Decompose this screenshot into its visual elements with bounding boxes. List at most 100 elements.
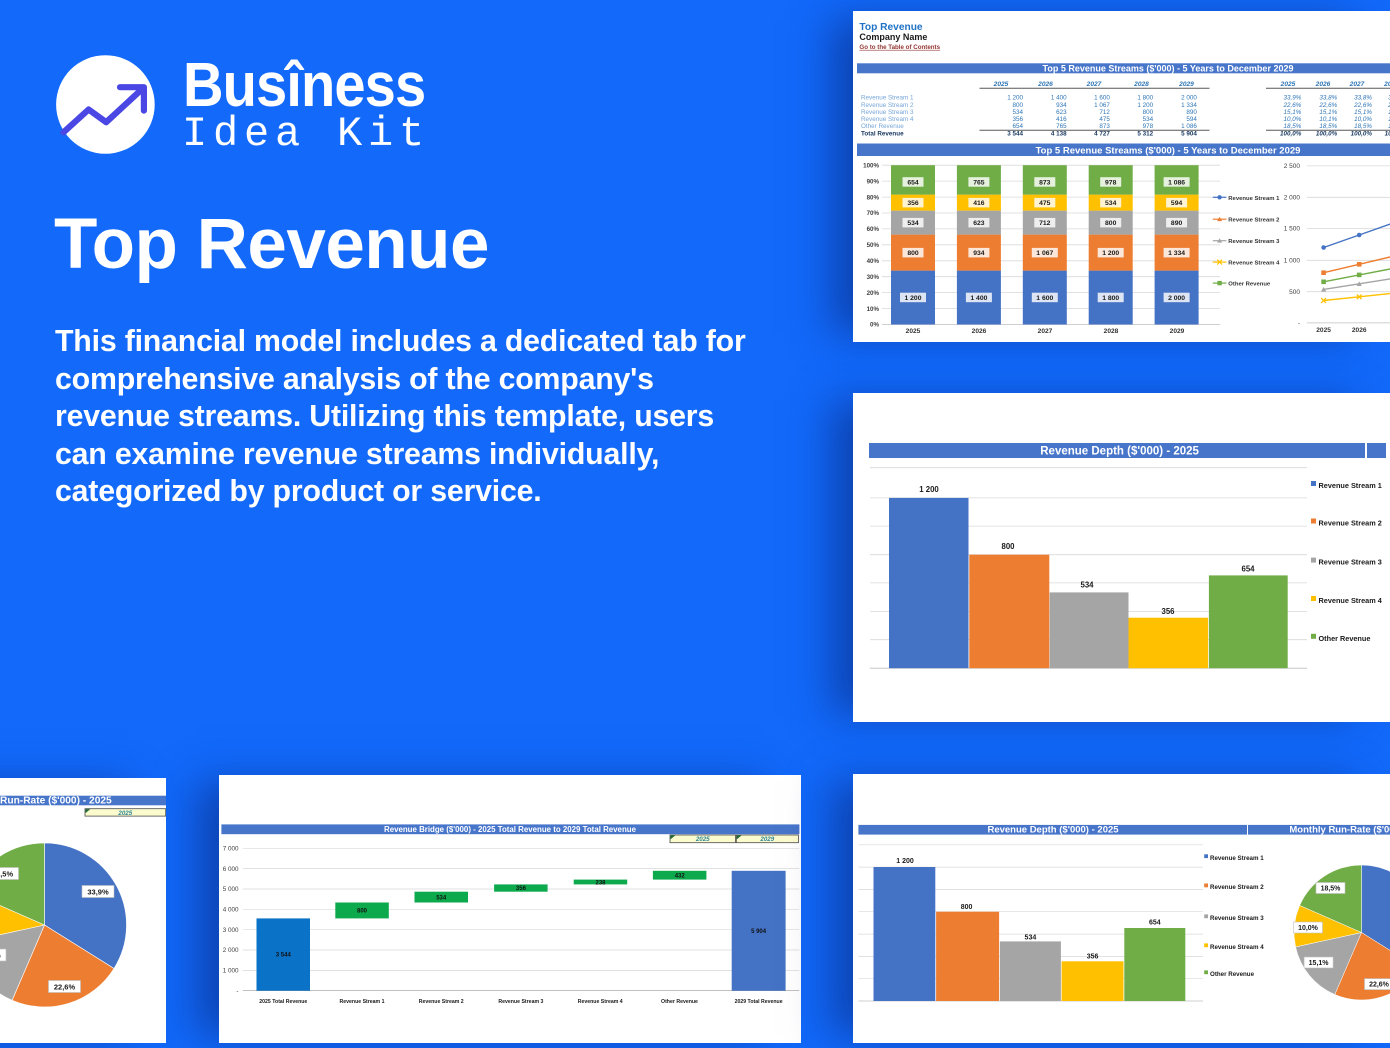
svg-text:2029: 2029 xyxy=(1178,81,1194,88)
svg-text:2027: 2027 xyxy=(1038,328,1053,335)
svg-text:654: 654 xyxy=(1241,565,1255,574)
svg-text:22,6%: 22,6% xyxy=(1353,102,1372,109)
svg-text:2025: 2025 xyxy=(117,810,132,817)
svg-text:Total Revenue: Total Revenue xyxy=(861,130,904,137)
svg-text:2029 Total Revenue: 2029 Total Revenue xyxy=(735,999,783,1005)
svg-text:2028: 2028 xyxy=(1133,81,1149,88)
svg-text:2 000: 2 000 xyxy=(1284,195,1301,202)
svg-text:2027: 2027 xyxy=(1349,81,1365,88)
svg-text:Run-Rate ($'000) - 2025: Run-Rate ($'000) - 2025 xyxy=(0,796,112,807)
svg-text:22,6%: 22,6% xyxy=(1369,982,1390,989)
svg-text:873: 873 xyxy=(1099,123,1110,130)
svg-text:Revenue Stream 4: Revenue Stream 4 xyxy=(861,116,914,123)
svg-text:1 086: 1 086 xyxy=(1181,123,1197,130)
svg-text:1 000: 1 000 xyxy=(1284,258,1301,265)
svg-text:356: 356 xyxy=(1161,607,1175,616)
svg-text:15,1%: 15,1% xyxy=(1309,960,1330,967)
svg-text:3 000: 3 000 xyxy=(223,927,239,934)
svg-text:22,6%: 22,6% xyxy=(54,983,76,992)
svg-text:594: 594 xyxy=(1186,116,1197,123)
svg-text:Revenue Stream 1: Revenue Stream 1 xyxy=(1210,855,1264,862)
svg-text:Revenue Stream 2: Revenue Stream 2 xyxy=(419,999,464,1005)
svg-text:Go to the Table of Contents: Go to the Table of Contents xyxy=(859,44,940,51)
svg-text:80%: 80% xyxy=(867,194,880,201)
svg-text:1 600: 1 600 xyxy=(1036,295,1053,302)
svg-text:800: 800 xyxy=(907,250,919,257)
svg-text:3 544: 3 544 xyxy=(276,953,292,959)
svg-text:800: 800 xyxy=(961,904,973,911)
svg-text:Revenue Stream 1: Revenue Stream 1 xyxy=(1228,196,1280,202)
svg-text:Revenue Stream 4: Revenue Stream 4 xyxy=(578,999,623,1005)
svg-text:2025: 2025 xyxy=(1316,327,1331,334)
svg-text:1 000: 1 000 xyxy=(223,968,239,975)
svg-text:15,1%: 15,1% xyxy=(1354,109,1372,116)
svg-text:2025: 2025 xyxy=(993,81,1009,88)
svg-text:1 400: 1 400 xyxy=(1051,95,1067,102)
svg-text:1 400: 1 400 xyxy=(970,295,987,302)
svg-text:70%: 70% xyxy=(867,210,880,217)
svg-text:0%: 0% xyxy=(870,322,879,329)
svg-text:1 334: 1 334 xyxy=(1168,250,1185,257)
svg-text:2026: 2026 xyxy=(1352,327,1367,334)
svg-text:712: 712 xyxy=(1099,109,1110,116)
svg-text:1 067: 1 067 xyxy=(1036,250,1053,257)
svg-text:978: 978 xyxy=(1143,123,1154,130)
svg-text:1 200: 1 200 xyxy=(896,858,914,865)
svg-text:356: 356 xyxy=(516,886,527,892)
svg-text:Other Revenue: Other Revenue xyxy=(661,999,698,1005)
svg-text:800: 800 xyxy=(1105,220,1117,227)
svg-text:2026: 2026 xyxy=(1315,81,1331,88)
svg-text:1 067: 1 067 xyxy=(1094,102,1110,109)
svg-text:Other Revenue: Other Revenue xyxy=(1319,634,1371,643)
svg-text:416: 416 xyxy=(1056,116,1067,123)
svg-text:100%: 100% xyxy=(863,162,879,169)
svg-text:Company Name: Company Name xyxy=(859,32,927,42)
svg-text:Revenue Stream 3: Revenue Stream 3 xyxy=(861,109,914,116)
svg-text:534: 534 xyxy=(907,220,919,227)
svg-text:Revenue Stream 3: Revenue Stream 3 xyxy=(498,999,543,1005)
svg-text:1 334: 1 334 xyxy=(1181,102,1197,109)
svg-text:2 000: 2 000 xyxy=(223,947,239,954)
svg-text:4 138: 4 138 xyxy=(1051,130,1067,137)
svg-text:Revenue Depth ($'000) - 2025: Revenue Depth ($'000) - 2025 xyxy=(1040,446,1199,458)
svg-text:800: 800 xyxy=(1143,109,1154,116)
svg-text:5 312: 5 312 xyxy=(1137,130,1153,137)
svg-text:33,8%: 33,8% xyxy=(1354,95,1372,102)
svg-text:2028: 2028 xyxy=(1104,328,1119,335)
svg-text:Revenue Stream 3: Revenue Stream 3 xyxy=(1228,239,1280,245)
svg-text:2028: 2028 xyxy=(1383,81,1390,88)
svg-text:2025: 2025 xyxy=(695,836,710,843)
svg-text:Revenue Stream 4: Revenue Stream 4 xyxy=(1319,596,1383,605)
svg-text:Revenue Stream 1: Revenue Stream 1 xyxy=(1319,481,1382,490)
svg-text:1 600: 1 600 xyxy=(1094,95,1110,102)
svg-text:238: 238 xyxy=(595,880,606,886)
svg-text:6 000: 6 000 xyxy=(223,866,239,873)
svg-text:10,1%: 10,1% xyxy=(1319,116,1337,123)
svg-text:Revenue Stream 4: Revenue Stream 4 xyxy=(1228,261,1280,267)
svg-text:2025: 2025 xyxy=(906,328,921,335)
svg-text:623: 623 xyxy=(1056,109,1067,116)
svg-text:1 200: 1 200 xyxy=(1137,102,1153,109)
svg-text:534: 534 xyxy=(1143,116,1154,123)
svg-text:100,0%: 100,0% xyxy=(1351,130,1373,137)
svg-text:1 200: 1 200 xyxy=(1007,95,1023,102)
svg-text:2027: 2027 xyxy=(1086,81,1102,88)
svg-text:654: 654 xyxy=(907,180,919,187)
svg-text:1 800: 1 800 xyxy=(1137,95,1153,102)
svg-text:800: 800 xyxy=(1001,542,1015,551)
svg-text:475: 475 xyxy=(1039,200,1051,207)
svg-text:Other Revenue: Other Revenue xyxy=(1228,282,1271,288)
svg-text:Revenue Stream 3: Revenue Stream 3 xyxy=(1319,558,1382,567)
svg-text:10,0%: 10,0% xyxy=(1283,116,1301,123)
svg-text:50%: 50% xyxy=(867,242,880,249)
svg-text:22,6%: 22,6% xyxy=(1318,102,1337,109)
svg-text:18,5%: 18,5% xyxy=(1319,123,1337,130)
svg-text:534: 534 xyxy=(1012,109,1023,116)
svg-text:Top 5 Revenue Streams ($'000): Top 5 Revenue Streams ($'000) - 5 Years … xyxy=(1036,145,1301,156)
svg-text:30%: 30% xyxy=(867,274,880,281)
svg-text:5 000: 5 000 xyxy=(223,886,239,893)
svg-text:934: 934 xyxy=(1056,102,1067,109)
svg-text:5 904: 5 904 xyxy=(1181,130,1197,137)
svg-text:594: 594 xyxy=(1171,200,1183,207)
svg-text:Revenue Stream 4: Revenue Stream 4 xyxy=(1210,944,1264,951)
